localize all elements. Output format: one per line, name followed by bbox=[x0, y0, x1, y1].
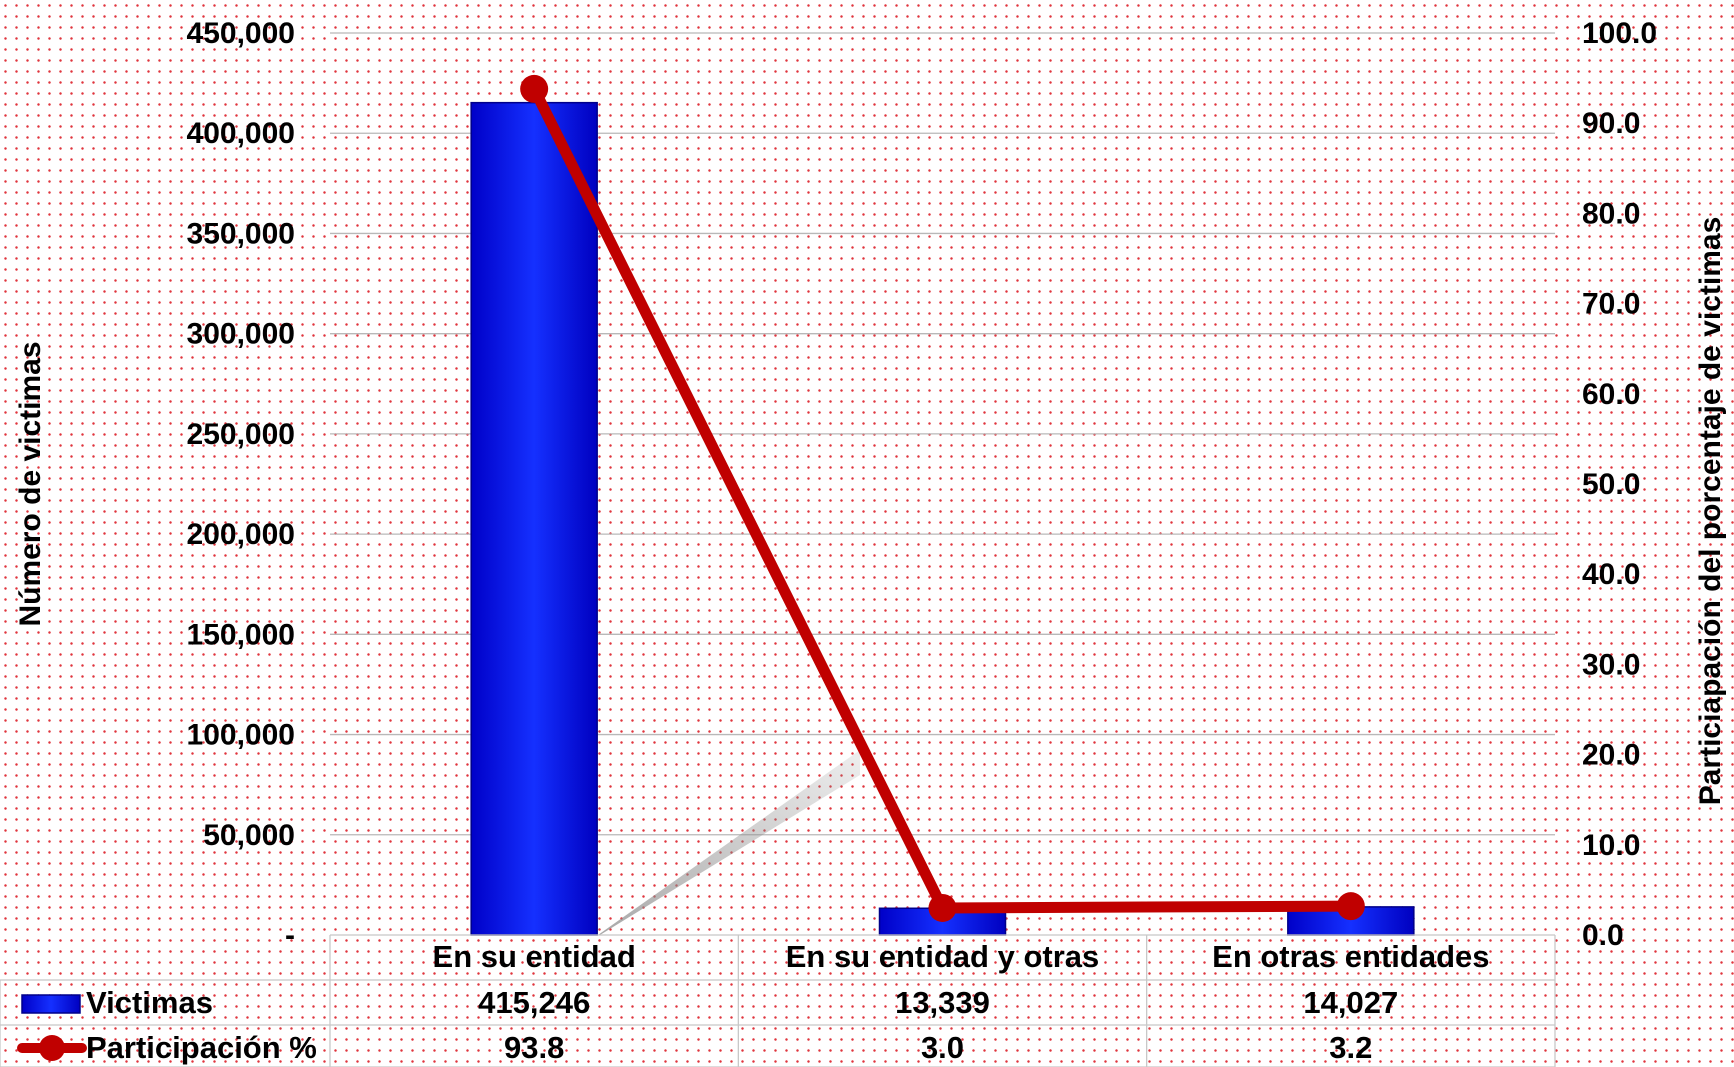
y-tick-label: 400,000 bbox=[187, 117, 295, 150]
y-tick-label: 200,000 bbox=[187, 518, 295, 551]
data-label: 93.8 bbox=[504, 1030, 564, 1065]
y2-tick-label: 50.0 bbox=[1582, 468, 1640, 501]
y2-tick-label: 30.0 bbox=[1582, 648, 1640, 681]
data-label: 3.2 bbox=[1329, 1030, 1372, 1065]
y2-axis-title: Particiapación del porcentaje de victima… bbox=[1694, 217, 1727, 806]
y-tick-label: 300,000 bbox=[187, 318, 295, 351]
series-line bbox=[528, 83, 1357, 914]
y-tick-label: 100,000 bbox=[187, 719, 295, 752]
data-label: 415,246 bbox=[478, 985, 590, 1020]
y-tick-label: 450,000 bbox=[187, 17, 295, 50]
x-tick-label: En su entidad bbox=[433, 939, 636, 974]
x-tick-label: En otras entidades bbox=[1212, 939, 1489, 974]
y2-tick-label: 80.0 bbox=[1582, 197, 1640, 230]
y-axis-title: Número de victimas bbox=[14, 341, 47, 626]
legend-point-swatch bbox=[39, 1035, 65, 1061]
x-tick-label: En su entidad y otras bbox=[786, 939, 1100, 974]
y-tick-label: 250,000 bbox=[187, 418, 295, 451]
y2-tick-label: 70.0 bbox=[1582, 288, 1640, 321]
bar-series bbox=[470, 101, 1415, 936]
data-label: 3.0 bbox=[921, 1030, 964, 1065]
y2-tick-label: 10.0 bbox=[1582, 829, 1640, 862]
y2-tick-label: 100.0 bbox=[1582, 17, 1657, 50]
data-label: 14,027 bbox=[1303, 985, 1398, 1020]
y-tick-label: 50,000 bbox=[203, 819, 295, 852]
y2-tick-label: 60.0 bbox=[1582, 378, 1640, 411]
y-tick-label: - bbox=[285, 919, 295, 952]
line-point bbox=[928, 893, 957, 922]
y2-tick-label: 0.0 bbox=[1582, 919, 1624, 952]
bar-shadow bbox=[598, 750, 860, 935]
legend-label: Victimas bbox=[86, 985, 213, 1020]
data-table: En su entidad En su entidad y otras En otr… bbox=[0, 934, 1556, 1067]
legend-label: Participación % bbox=[86, 1030, 317, 1065]
legend-bar-swatch bbox=[21, 994, 81, 1014]
y2-tick-label: 90.0 bbox=[1582, 107, 1640, 140]
line-point bbox=[520, 74, 549, 103]
right-axis-ticks: 0.0 10.0 20.0 30.0 40.0 50.0 60.0 70.0 80.0 90.0 1… bbox=[1582, 17, 1657, 952]
left-axis-ticks: - 50,000 100,000 150,000 200,000 250,000 300,0… bbox=[187, 17, 295, 952]
line-point bbox=[1336, 892, 1365, 921]
bar bbox=[470, 101, 598, 936]
data-label: 13,339 bbox=[895, 985, 990, 1020]
y-tick-label: 350,000 bbox=[187, 217, 295, 250]
y-tick-label: 150,000 bbox=[187, 618, 295, 651]
y2-tick-label: 20.0 bbox=[1582, 739, 1640, 772]
y2-tick-label: 40.0 bbox=[1582, 558, 1640, 591]
line-series bbox=[520, 74, 1365, 922]
